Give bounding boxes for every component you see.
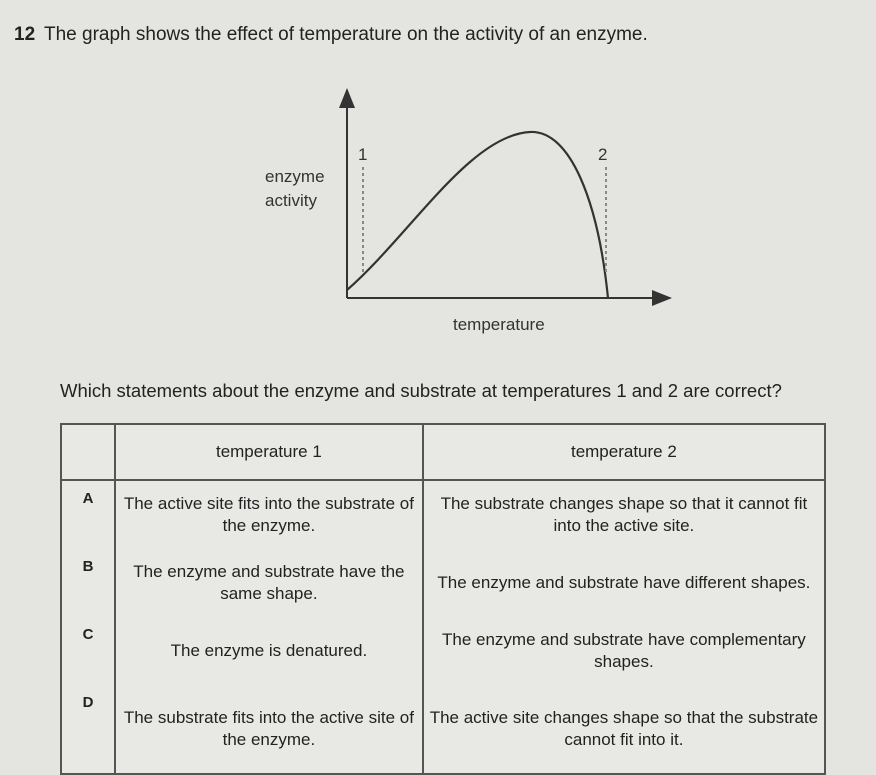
header-key xyxy=(60,423,116,481)
question-text: Which statements about the enzyme and su… xyxy=(60,380,782,401)
option-row-a[interactable]: A The active site fits into the substrat… xyxy=(60,480,827,549)
option-t1: The enzyme is denatured. xyxy=(114,617,424,685)
answer-table: temperature 1 temperature 2 A The active… xyxy=(60,423,827,775)
option-key: B xyxy=(60,549,116,617)
y-axis-label-line2: activity xyxy=(265,191,317,210)
option-t2: The enzyme and substrate have different … xyxy=(421,549,827,617)
header-temperature-1: temperature 1 xyxy=(114,423,424,481)
y-axis-label-line1: enzyme xyxy=(265,167,325,186)
option-t2: The substrate changes shape so that it c… xyxy=(421,480,827,549)
option-key: D xyxy=(60,685,116,775)
question-intro: The graph shows the effect of temperatur… xyxy=(44,24,648,45)
header-temperature-2: temperature 2 xyxy=(421,423,827,481)
option-row-b[interactable]: B The enzyme and substrate have the same… xyxy=(60,549,827,617)
option-t1: The active site fits into the substrate … xyxy=(114,480,424,549)
marker-2-label: 2 xyxy=(598,145,607,164)
option-t2: The enzyme and substrate have complement… xyxy=(421,617,827,685)
marker-1-label: 1 xyxy=(358,145,367,164)
option-t2: The active site changes shape so that th… xyxy=(421,685,827,775)
option-row-d[interactable]: D The substrate fits into the active sit… xyxy=(60,685,827,775)
x-axis-label: temperature xyxy=(453,315,545,334)
question-number: 12 xyxy=(14,24,36,45)
option-t1: The enzyme and substrate have the same s… xyxy=(114,549,424,617)
option-key: C xyxy=(60,617,116,685)
option-row-c[interactable]: C The enzyme is denatured. The enzyme an… xyxy=(60,617,827,685)
option-key: A xyxy=(60,480,116,549)
activity-curve xyxy=(346,130,610,299)
option-t1: The substrate fits into the active site … xyxy=(114,685,424,775)
table-header-row: temperature 1 temperature 2 xyxy=(60,423,827,481)
